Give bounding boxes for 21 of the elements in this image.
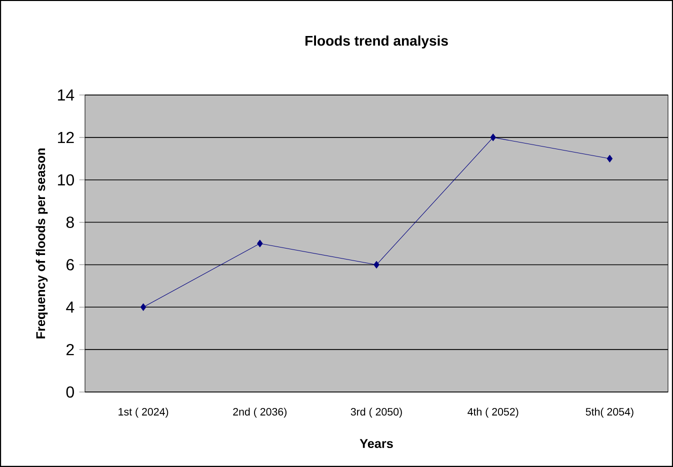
x-tick-label: 5th( 2054) — [586, 408, 634, 418]
x-tick-label: 3rd ( 2050) — [350, 408, 402, 418]
y-tick-label: 8 — [66, 216, 74, 228]
point — [374, 260, 380, 268]
y-tick-label: 10 — [58, 174, 74, 186]
point — [490, 134, 496, 142]
y-tick-label: 0 — [66, 386, 74, 398]
x-axis-title: Years — [360, 439, 393, 448]
point — [140, 303, 146, 311]
y-tick-label: 2 — [66, 344, 74, 356]
chart-title: Floods trend analysis — [305, 35, 448, 49]
y-tick-label: 6 — [66, 259, 74, 270]
y-tick-label: 14 — [58, 90, 74, 100]
y-tick-label: 4 — [66, 302, 74, 313]
x-tick-label: 4th ( 2052) — [468, 408, 518, 418]
point — [606, 154, 613, 162]
y-tick-label: 12 — [58, 132, 74, 144]
point — [257, 240, 263, 248]
x-tick-label: 2nd ( 2036) — [233, 408, 286, 418]
x-tick-label: 1st ( 2024) — [118, 408, 168, 418]
y-axis-title: Frequency of floods per season — [36, 148, 48, 338]
